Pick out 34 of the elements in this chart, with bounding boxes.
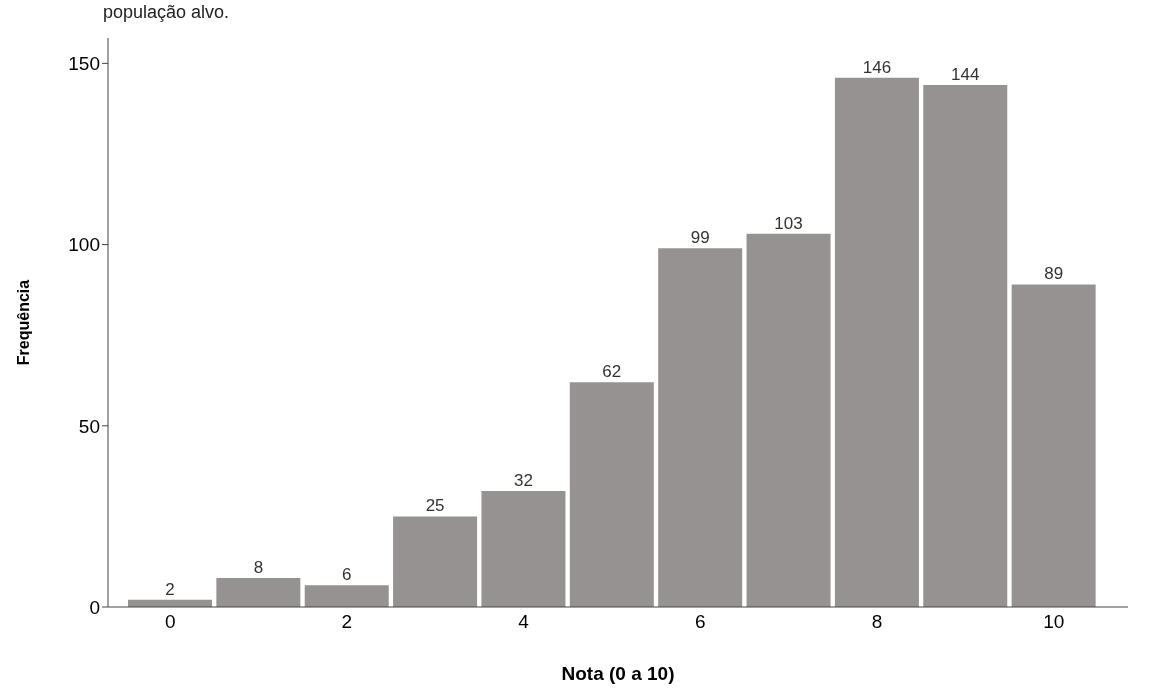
bar (834, 77, 919, 607)
bar (393, 516, 478, 607)
text: população alvo. (103, 2, 230, 22)
y-tick-label: 50 (78, 415, 100, 437)
x-tick-label: 0 (164, 611, 176, 633)
x-tick-label: 10 (1043, 611, 1065, 633)
data-label: 25 (425, 496, 445, 516)
data-label: 8 (253, 558, 264, 578)
bar (304, 585, 389, 607)
data-label: 32 (513, 471, 533, 491)
y-axis-title: Frequência (14, 279, 32, 366)
bar (923, 85, 1008, 607)
bar (216, 578, 301, 607)
data-label: 6 (341, 565, 352, 585)
bar (1011, 284, 1096, 607)
data-label: 62 (602, 362, 622, 382)
bar (569, 382, 654, 607)
y-tick-label: 150 (68, 53, 100, 75)
x-tick-label: 6 (695, 611, 706, 633)
data-label: 144 (951, 65, 980, 85)
bar (658, 248, 743, 607)
y-tick-label: 100 (68, 234, 100, 256)
data-label: 2 (165, 579, 175, 599)
x-axis-title: Nota (0 a 10) (561, 663, 675, 685)
data-label: 146 (862, 57, 892, 77)
data-label: 99 (690, 228, 710, 248)
data-label: 103 (774, 213, 803, 233)
data-label: 89 (1044, 264, 1064, 284)
x-tick-label: 2 (341, 611, 353, 633)
x-tick-label: 8 (871, 611, 883, 633)
x-tick-label: 4 (518, 611, 530, 633)
bar (746, 233, 831, 607)
y-tick-label: 0 (89, 596, 100, 618)
bar (481, 491, 566, 607)
